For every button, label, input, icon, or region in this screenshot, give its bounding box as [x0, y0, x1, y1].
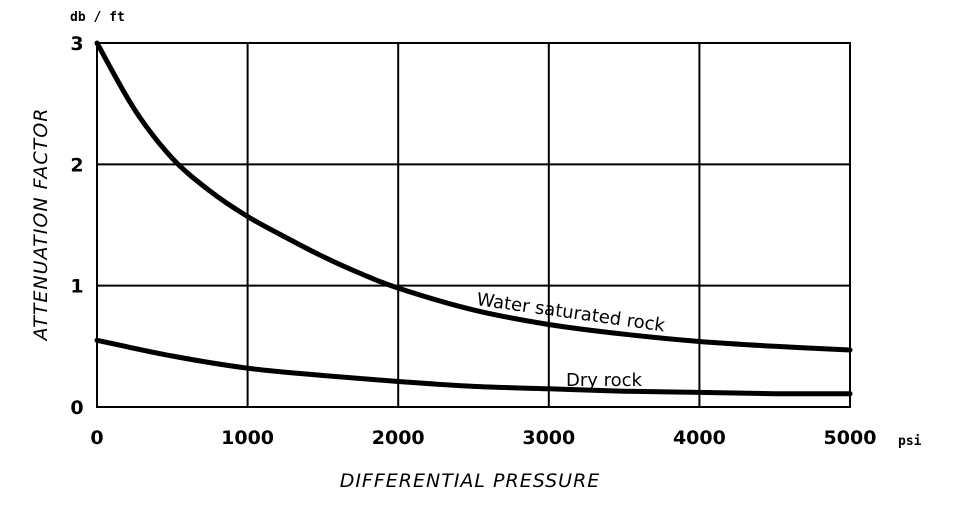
x-tick-label: 5000: [824, 427, 877, 449]
x-tick-label: 2000: [372, 427, 425, 449]
y-tick-label: 1: [70, 276, 83, 298]
x-tick-label: 4000: [673, 427, 726, 449]
y-tick-label: 2: [70, 154, 83, 176]
tick-labels: 0 1000 2000 3000 4000 5000 0 1 2 3: [70, 33, 876, 449]
y-unit-label: db / ft: [70, 10, 125, 25]
y-tick-label: 3: [70, 33, 83, 55]
series-label-dry-rock: Dry rock: [566, 370, 643, 391]
plot-frame: [96, 42, 851, 408]
y-axis-title: ATTENUATION FACTOR: [30, 108, 52, 343]
series-curve-dry-rock: [94, 337, 853, 397]
x-unit-label: psi: [898, 434, 922, 449]
x-tick-label: 3000: [522, 427, 575, 449]
x-tick-label: 0: [90, 427, 103, 449]
x-axis-title: DIFFERENTIAL PRESSURE: [340, 470, 601, 492]
curves: [94, 40, 853, 397]
y-tick-label: 0: [70, 397, 83, 419]
grid: [96, 42, 851, 408]
series-curve-water-saturated-rock: [94, 40, 853, 353]
x-tick-label: 1000: [221, 427, 274, 449]
